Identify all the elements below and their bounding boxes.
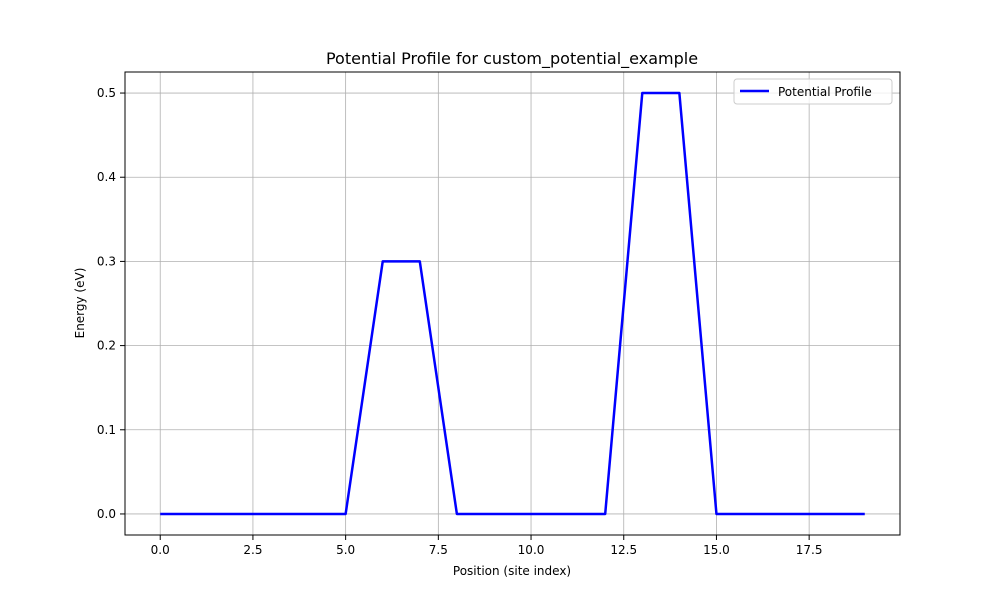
y-tick-label: 0.5 [97,86,116,100]
legend-box [733,78,893,105]
plot-frame [124,71,901,536]
x-tick-label: 7.5 [429,543,448,557]
x-axis-ticks: 0.0 2.5 5.0 7.5 10.0 12.5 15.0 17.5 [151,535,823,557]
series-line-potential-profile [160,91,865,516]
y-tick-label: 0.0 [97,507,116,521]
y-axis-ticks: 0.0 0.1 0.2 0.3 0.4 0.5 [97,86,125,521]
series-layer [160,91,865,516]
x-tick-label: 5.0 [336,543,355,557]
y-tick-label: 0.4 [97,170,116,184]
x-tick-label: 0.0 [151,543,170,557]
y-tick-label: 0.1 [97,423,116,437]
y-tick-label: 0.2 [97,339,116,353]
legend-entry-label: Potential Profile [778,85,872,99]
legend: Potential Profile [733,78,893,105]
y-axis-label: Energy (eV) [73,268,87,339]
x-axis-label: Position (site index) [453,564,571,578]
x-tick-label: 15.0 [703,543,730,557]
chart-title: Potential Profile for custom_potential_e… [326,49,698,69]
x-tick-label: 12.5 [610,543,637,557]
x-tick-label: 17.5 [796,543,823,557]
x-tick-label: 2.5 [243,543,262,557]
x-tick-label: 10.0 [518,543,545,557]
y-tick-label: 0.3 [97,254,116,268]
